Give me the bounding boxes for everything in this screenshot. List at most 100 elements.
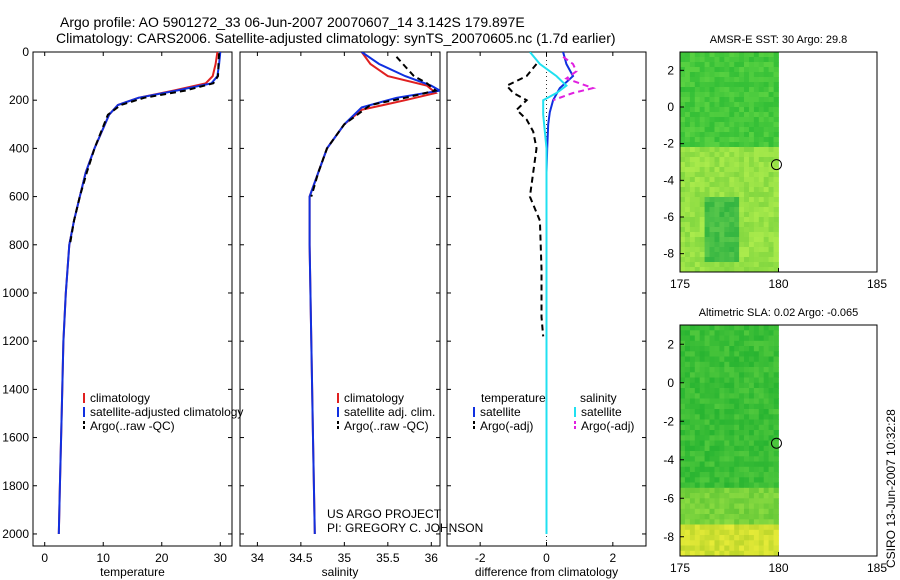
sla_map-cell [724,535,730,541]
sst_map-ytick-label: -6 [663,210,674,224]
sla_map-cell [749,540,755,546]
sst_map-cell [749,162,755,168]
sla_map-cell [768,351,774,357]
sst_map-cell [689,57,696,63]
sla_map-cell [744,445,750,452]
sst_map-cell [739,112,745,118]
sla_map-cell [758,529,765,536]
sst_map-cell [763,212,769,218]
sst_map-cell [763,82,769,88]
sla_map-cell [773,493,779,499]
sla_map-cell [680,472,686,478]
sla_map-cell [763,550,769,557]
sst_map-cell [753,257,760,263]
sst_map-cell [714,167,720,173]
sst_map-cell [749,132,755,138]
sst_map-cell [724,127,730,133]
sst_map-cell [734,187,740,193]
sla_map-cell [739,419,745,426]
sst_map-cell [709,87,715,93]
sst_map-cell [763,182,769,188]
sla_map-cell [763,493,769,499]
sst_map-cell [758,232,765,238]
sst_map-cell [773,87,779,93]
sst_map-cell [753,57,760,63]
sla_map-cell [749,330,755,336]
sst_map-cell [763,217,769,223]
sla_map-cell [709,524,715,531]
sst_map-cell [680,187,686,193]
sla_map-cell [694,445,701,452]
sst_map-cell [719,202,725,208]
sst_map-cell [739,92,745,98]
sla_map-cell [714,403,720,410]
sla_map-cell [773,330,779,336]
sst_map-cell [709,137,715,143]
sla_map-cell [763,445,769,452]
sst_map-cell [758,117,765,123]
sst_map-cell [704,157,710,163]
sla_map-cell [704,398,710,405]
sst_map-cell [768,192,774,198]
sst_map-cell [694,112,701,118]
sst_map-cell [773,177,779,183]
sla_map-cell [734,367,740,373]
sla_map-cell [739,440,745,447]
sla_map-cell [680,487,686,494]
depth-tick-label: 800 [9,238,29,252]
sst_map-cell [744,152,750,158]
sst_map-cell [689,187,696,193]
sla_map-cell [684,330,691,336]
sst_map-cell [749,127,755,133]
sst_map-cell [709,112,715,118]
sla_map-cell [699,545,705,552]
sla_map-cell [758,356,765,363]
sla_map-cell [753,330,760,336]
sla_map-cell [694,503,701,510]
salinity-xtick-label: 36 [425,551,439,565]
sst_map-cell [704,67,710,73]
difference-legend-sal-argo: Argo(-adj) [581,419,634,433]
sst_map-cell [763,87,769,93]
sla_map-cell [714,477,720,483]
sst_map-cell [689,212,696,218]
sst_map-cell [763,247,769,253]
depth-tick-label: 1400 [2,382,29,396]
sla_map-cell [758,550,765,557]
sst_map-cell [680,167,686,173]
sla_map-cell [734,440,740,447]
sst_map-cell [709,212,715,218]
sst_map-cell [739,62,745,68]
sla_map-cell [684,445,691,452]
sla_map-cell [680,493,686,499]
sla_map-cell [758,419,765,426]
sla_map-cell [684,377,691,384]
sst_map-cell [714,222,720,228]
sst_map-cell [753,217,760,223]
sla_map-cell [724,393,730,399]
sst_map-cell [753,62,760,68]
sla_map-cell [714,335,720,342]
sla_map-cell [768,508,774,515]
sla_map-cell [714,435,720,441]
sst_map-cell [714,77,720,83]
sst_map-cell [699,162,705,168]
sst_map-cell [744,122,750,128]
sst_map-cell [704,212,710,218]
salinity-axes-box [239,51,441,547]
sla_map-cell [749,514,755,520]
sla_map-cell [773,550,779,557]
sst_map-cell [709,247,715,253]
sst_map-cell [689,227,696,233]
sst_map-cell [684,82,691,88]
sst_map-cell [753,107,760,113]
difference-legend-temp-satellite: satellite [480,405,521,419]
sla_map-cell [694,550,701,557]
sst_map-cell [694,267,701,273]
sst_map-cell [709,187,715,193]
sla_map-cell [684,461,691,468]
sst_map-cell [749,172,755,178]
sst_map-cell [694,252,701,258]
depth-tick-label: 1200 [2,334,29,348]
sst_map-cell [734,177,740,183]
